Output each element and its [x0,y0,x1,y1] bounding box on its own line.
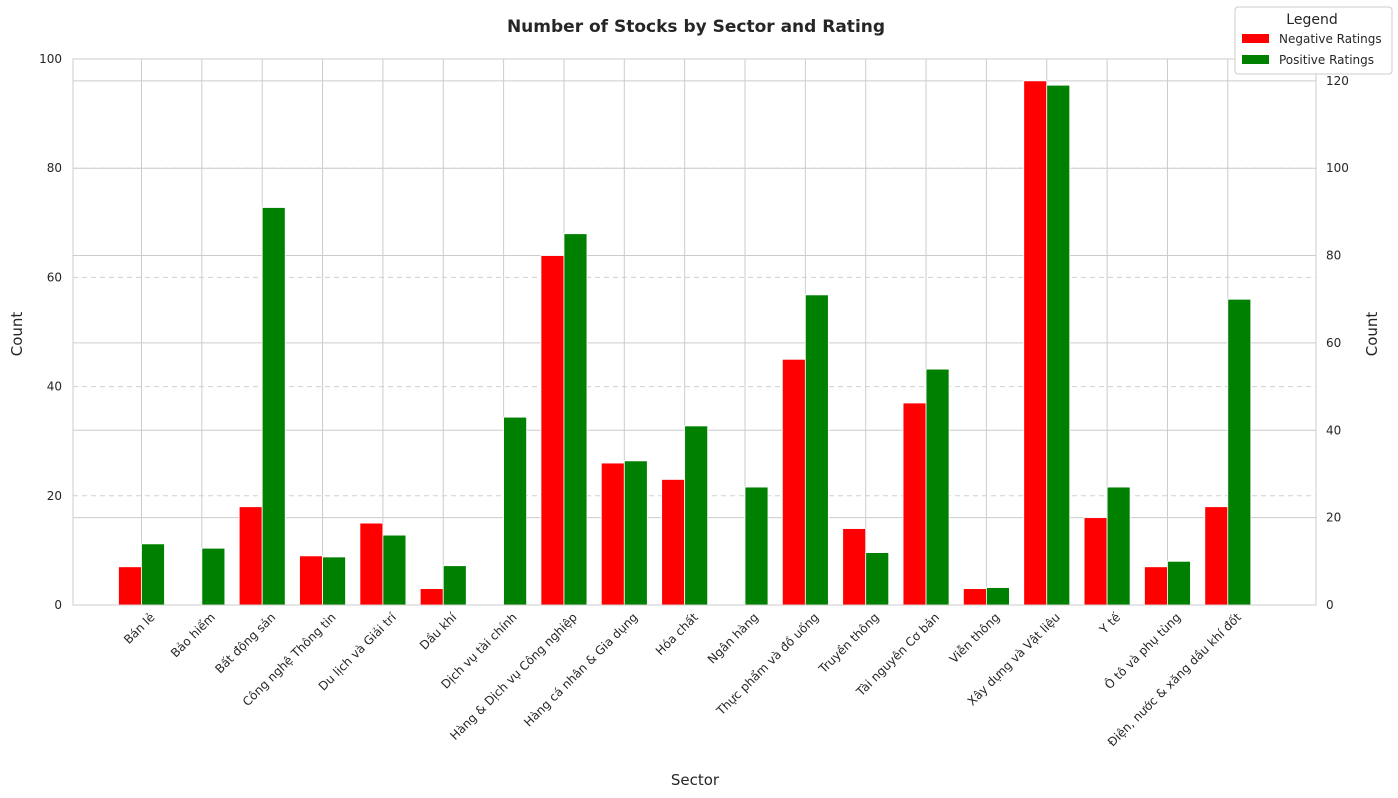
y-tick-label-right: 20 [1326,511,1341,525]
bar-negative-14 [963,588,987,606]
x-tick-label: Viễn thông [947,610,1003,666]
x-tick-label: Thực phẩm và đồ uống [713,610,821,718]
y-axis-title-left: Count [8,312,26,357]
legend-swatch-negative [1242,34,1269,43]
y-tick-label-left: 20 [47,489,62,503]
legend: Legend Negative Ratings Positive Ratings [1234,6,1393,75]
y-tick-label-left: 60 [47,270,62,284]
y-tick-label-right: 80 [1326,249,1341,263]
bar-negative-4 [359,522,384,606]
bar-positive-18 [1227,298,1252,606]
bar-positive-14 [986,587,1010,606]
y-tick-label-right: 120 [1326,74,1349,88]
y-tick-label-right: 100 [1326,161,1349,175]
x-tick-label: Truyền thông [815,610,881,676]
bar-positive-12 [865,552,890,606]
bars-layer [118,80,1252,606]
bar-negative-18 [1204,506,1229,606]
bar-negative-15 [1023,80,1048,606]
legend-title: Legend [1286,12,1337,28]
y-tick-label-left: 0 [54,598,62,612]
y-tick-label-right: 0 [1326,598,1334,612]
bar-negative-7 [540,255,565,606]
x-tick-label: Hóa chất [653,610,701,658]
bar-positive-3 [322,556,346,606]
bar-positive-5 [442,565,467,606]
bar-positive-13 [925,368,950,606]
bar-positive-2 [261,207,286,606]
bar-negative-2 [238,506,263,606]
bar-negative-3 [299,555,323,606]
x-tick-label: Điện, nước & xăng dầu khí đốt [1105,610,1244,749]
y-tick-label-right: 40 [1326,423,1341,437]
bar-negative-5 [419,588,444,606]
bar-positive-4 [382,534,407,606]
legend-label-positive: Positive Ratings [1279,53,1374,67]
y-tick-label-right: 60 [1326,336,1341,350]
bar-positive-10 [744,486,769,606]
x-tick-label: Dầu khí [417,610,460,653]
x-tick-label: Bảo hiểm [168,610,218,660]
legend-frame [1234,6,1393,75]
bar-positive-9 [684,425,709,606]
x-tick-label: Y tế [1096,610,1123,637]
bar-positive-15 [1046,84,1071,606]
bar-positive-7 [563,233,588,606]
y-tick-label-left: 80 [47,161,62,175]
chart-title: Number of Stocks by Sector and Rating [507,17,885,37]
y-tick-label-left: 40 [47,380,62,394]
bar-negative-11 [781,358,806,606]
bar-negative-13 [902,402,927,606]
y-tick-label-left: 100 [39,52,62,66]
legend-label-negative: Negative Ratings [1279,32,1382,46]
y-axis-title-right: Count [1363,312,1381,357]
x-tick-label: Bán lẻ [121,610,158,647]
plot-frame [72,58,1317,606]
bar-positive-1 [201,547,226,606]
bar-positive-17 [1167,560,1191,606]
bar-positive-0 [141,543,165,606]
x-tick-label: Bất động sản [212,610,278,676]
x-tick-label: Ngân hàng [705,610,761,666]
bar-positive-8 [623,460,648,606]
x-axis-title: Sector [671,771,720,789]
bar-negative-12 [842,528,867,606]
x-tick-label: Hàng cá nhân & Gia dụng [521,610,640,729]
bar-negative-9 [661,479,686,606]
bar-positive-11 [804,294,829,606]
bar-negative-0 [118,566,142,606]
bar-negative-17 [1144,566,1168,606]
legend-swatch-positive [1242,55,1269,64]
x-tick-label: Hàng & Dịch vụ Công nghiệp [447,610,580,743]
bar-positive-6 [503,416,528,606]
bar-positive-16 [1106,486,1131,606]
bar-negative-8 [600,462,625,606]
bar-negative-16 [1083,517,1108,606]
